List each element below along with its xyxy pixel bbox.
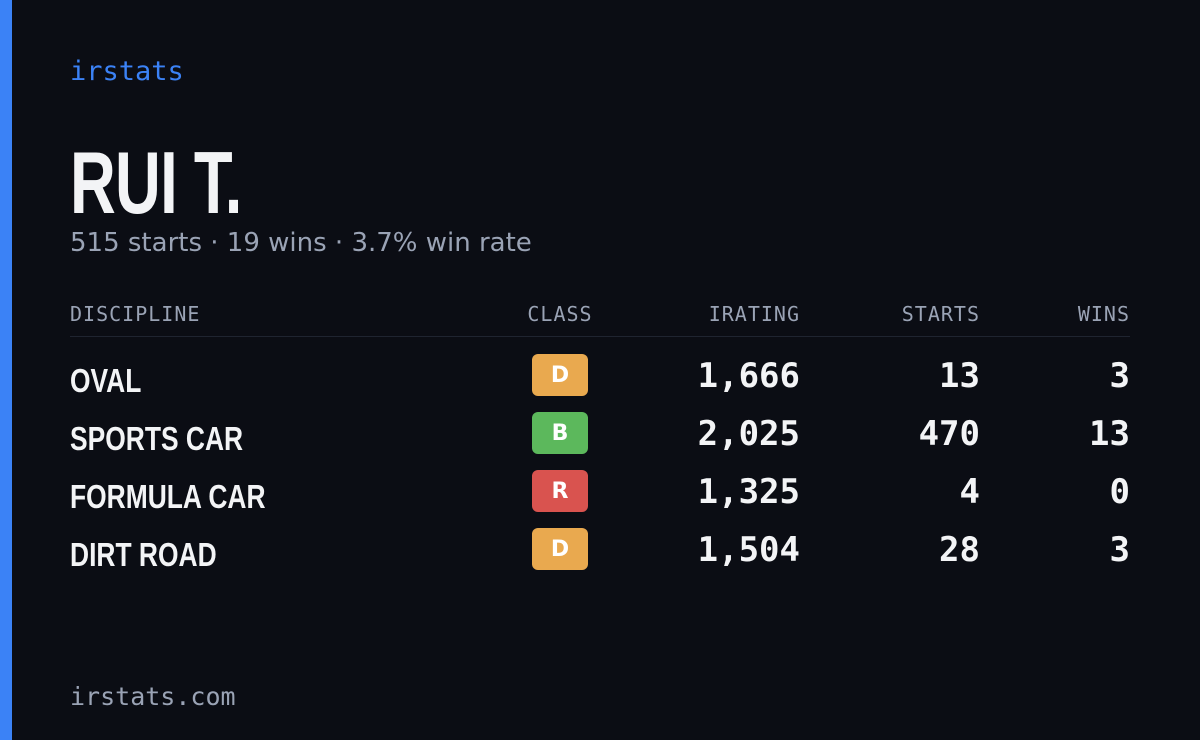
wins: 3 (1109, 530, 1130, 570)
class-badge: D (532, 528, 588, 570)
irating: 1,325 (697, 472, 800, 512)
discipline: SPORTS CAR (70, 420, 244, 457)
brand: irstats (70, 56, 184, 87)
wins: 0 (1109, 472, 1130, 512)
starts: 13 (939, 356, 980, 396)
column-header: STARTS (901, 302, 980, 326)
class-badge: B (532, 412, 588, 454)
wins: 13 (1089, 414, 1130, 454)
discipline: OVAL (70, 362, 142, 399)
discipline: DIRT ROAD (70, 536, 217, 573)
header-rule (70, 336, 1130, 337)
accent-bar (0, 0, 12, 740)
irating: 2,025 (697, 414, 800, 454)
summary: 515 starts · 19 wins · 3.7% win rate (70, 228, 532, 258)
class-badge: R (532, 470, 588, 512)
starts: 4 (959, 472, 980, 512)
starts: 28 (939, 530, 980, 570)
irating: 1,504 (697, 530, 800, 570)
column-header: IRATING (708, 302, 800, 326)
starts: 470 (918, 414, 980, 454)
irating: 1,666 (697, 356, 800, 396)
column-header: DISCIPLINE (70, 302, 201, 326)
column-header: WINS (1077, 302, 1130, 326)
driver-name: RUI T. (70, 133, 242, 232)
column-header: CLASS (527, 302, 593, 326)
discipline: FORMULA CAR (70, 478, 266, 515)
class-badge: D (532, 354, 588, 396)
wins: 3 (1109, 356, 1130, 396)
footer: irstats.com (70, 682, 236, 711)
